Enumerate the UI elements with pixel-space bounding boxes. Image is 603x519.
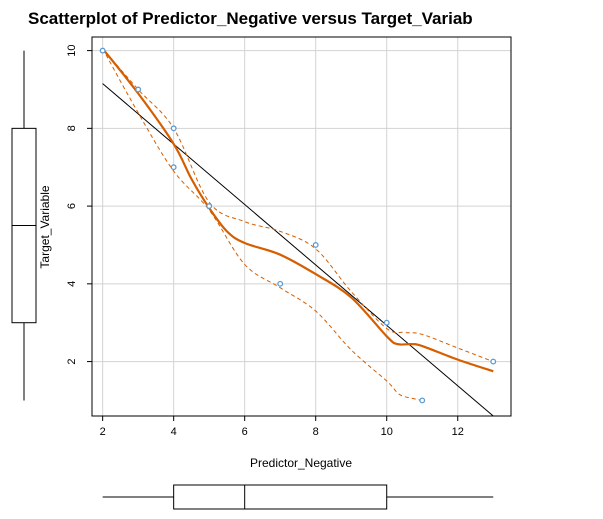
data-point — [99, 47, 106, 54]
data-point — [490, 358, 497, 365]
y-tick-label: 4 — [66, 281, 78, 287]
smooth-fit-line — [101, 47, 494, 373]
data-point — [383, 319, 390, 326]
data-point — [206, 203, 213, 210]
x-tick-label: 4 — [171, 426, 177, 438]
y-marginal-boxplot — [11, 50, 37, 401]
y-axis: 2 4 6 8 10 — [66, 44, 92, 365]
linear-fit-line — [102, 83, 494, 417]
y-tick-label: 10 — [66, 44, 78, 56]
data-point — [277, 280, 284, 287]
data-point — [170, 125, 177, 132]
y-tick-label: 8 — [66, 125, 78, 131]
smooth-upper-band — [102, 48, 494, 363]
smooth-lower-band — [102, 48, 423, 401]
y-tick-label: 6 — [66, 203, 78, 209]
x-marginal-boxplot — [102, 484, 494, 510]
x-axis-label: Predictor_Negative — [250, 456, 352, 470]
x-tick-label: 10 — [381, 426, 393, 438]
x-tick-label: 12 — [452, 426, 464, 438]
x-box — [173, 484, 388, 510]
data-point — [312, 242, 319, 248]
grid-lines — [92, 37, 511, 416]
chart-title: Scatterplot of Predictor_Negative versus… — [28, 9, 473, 28]
x-tick-label: 6 — [242, 426, 248, 438]
data-point — [135, 86, 142, 93]
plot-frame — [91, 36, 512, 417]
x-tick-label: 2 — [100, 426, 106, 438]
y-tick-label: 2 — [66, 359, 78, 365]
x-axis: 2 4 6 8 10 12 — [100, 416, 464, 438]
data-points — [99, 47, 497, 404]
data-point — [419, 397, 426, 404]
y-axis-label: Target_Variable — [38, 185, 52, 268]
data-point — [170, 164, 177, 171]
x-tick-label: 8 — [313, 426, 319, 438]
